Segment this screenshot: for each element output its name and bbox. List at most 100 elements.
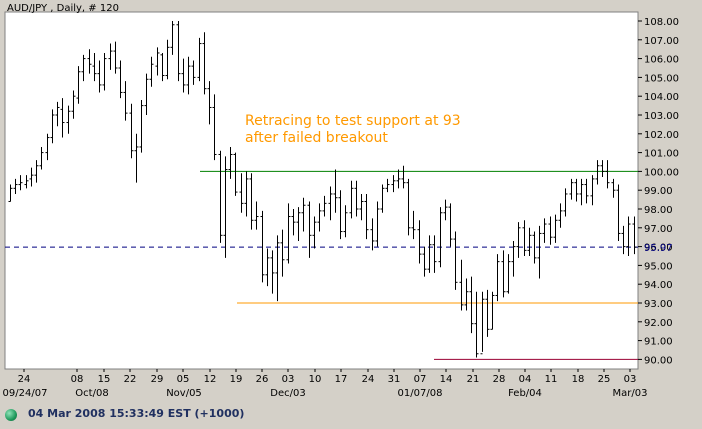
ohlc-bar: [18, 175, 23, 191]
x-tick-label: 28: [493, 374, 506, 385]
ohlc-bar: [87, 49, 92, 74]
ohlc-bar: [301, 197, 306, 232]
ohlc-bar: [249, 173, 254, 230]
x-tick-label: 11: [545, 374, 558, 385]
ohlc-bar: [527, 227, 532, 256]
ohlc-bar: [553, 214, 558, 243]
y-tick-label: 90.00: [644, 355, 673, 366]
chart-area[interactable]: AUD/JPY , Daily, # 120 90.00 91.00 92.00 93…: [0, 0, 702, 402]
x-period-label: Oct/08: [75, 388, 108, 399]
y-tick-label: 94.00: [644, 280, 673, 291]
chart-title: AUD/JPY , Daily, # 120: [7, 3, 119, 14]
ohlc-bar: [438, 207, 443, 268]
ohlc-bar: [260, 210, 265, 283]
y-tick-label: 105.00: [644, 73, 679, 84]
ohlc-bar: [343, 205, 348, 238]
x-tick-label: 21: [467, 374, 480, 385]
ohlc-bar: [307, 201, 312, 258]
x-tick-label: 26: [256, 374, 269, 385]
y-tick-label: 107.00: [644, 36, 679, 47]
ohlc-bar: [380, 184, 385, 213]
ohlc-bar: [97, 60, 102, 93]
ohlc-bar: [312, 216, 317, 249]
ohlc-bar: [66, 105, 71, 134]
ohlc-bar: [228, 146, 233, 179]
ohlc-bar: [291, 209, 296, 236]
y-tick-label: 100.00: [644, 167, 679, 178]
ohlc-bar: [605, 160, 610, 189]
x-tick-label: 03: [624, 374, 637, 385]
ohlc-bar: [265, 248, 270, 287]
ohlc-bar: [176, 21, 181, 82]
y-tick-label: 93.00: [644, 299, 673, 310]
ohlc-bar: [537, 225, 542, 279]
x-tick-label: 07: [414, 374, 427, 385]
ohlc-bar: [354, 180, 359, 217]
ohlc-bar: [406, 178, 411, 236]
x-tick-label: 14: [440, 374, 453, 385]
ohlc-bar: [76, 66, 81, 104]
ohlc-bar: [569, 178, 574, 200]
ohlc-bar: [123, 81, 128, 121]
ohlc-bar: [155, 47, 160, 76]
x-tick-label: 05: [177, 374, 190, 385]
x-tick-label: 12: [204, 374, 217, 385]
ohlc-bar: [333, 169, 338, 213]
y-tick-label: 103.00: [644, 111, 679, 122]
ohlc-bar: [149, 56, 154, 87]
ohlc-bar: [165, 39, 170, 80]
y-tick-label: 104.00: [644, 92, 679, 103]
ohlc-bar: [401, 165, 406, 189]
price-chart[interactable]: AUD/JPY , Daily, # 120 90.00 91.00 92.00 93…: [0, 0, 702, 402]
ohlc-bar: [574, 178, 579, 202]
ohlc-bar: [45, 133, 50, 161]
ohlc-bar: [616, 184, 621, 241]
ohlc-bar: [621, 225, 626, 255]
y-tick-label: 102.00: [644, 130, 679, 141]
ohlc-bar: [55, 101, 60, 127]
ohlc-bar: [506, 254, 511, 294]
x-period-label: Nov/05: [166, 388, 202, 399]
ohlc-bar: [134, 133, 139, 183]
y-tick-label: 92.00: [644, 318, 673, 329]
y-tick-label: 91.00: [644, 337, 673, 348]
ohlc-bar: [422, 246, 427, 277]
ohlc-bar: [563, 188, 568, 217]
ohlc-bar: [207, 81, 212, 125]
ohlc-bar: [385, 178, 390, 193]
y-tick-label: 106.00: [644, 55, 679, 66]
ohlc-bar: [118, 60, 123, 99]
ohlc-bar: [60, 98, 65, 138]
ohlc-bar: [24, 175, 29, 189]
ohlc-bar: [108, 43, 113, 70]
x-tick-label: 15: [98, 374, 111, 385]
ohlc-bar: [485, 289, 490, 337]
current-price-label: 95.97: [644, 243, 673, 254]
ohlc-bar: [286, 203, 291, 264]
x-tick-label: 10: [309, 374, 322, 385]
ohlc-bar: [191, 60, 196, 85]
ohlc-bars: [8, 21, 637, 358]
x-tick-label: 31: [388, 374, 401, 385]
ohlc-bar: [212, 94, 217, 161]
y-tick-label: 96.00: [644, 243, 673, 254]
y-tick-label: 95.00: [644, 261, 673, 272]
ohlc-bar: [427, 235, 432, 273]
ohlc-bar: [370, 218, 375, 251]
ohlc-bar: [453, 231, 458, 290]
x-tick-label: 25: [598, 374, 611, 385]
ohlc-bar: [244, 171, 249, 217]
ohlc-bar: [469, 276, 474, 334]
ohlc-bar: [144, 73, 149, 115]
ohlc-bar: [223, 156, 228, 258]
y-tick-label: 98.00: [644, 205, 673, 216]
x-axis: 24 08 15 22 29 05 12 19 26 03 10 17 24 31 07 14 21 28 04 11…: [3, 369, 647, 399]
y-tick-label: 97.00: [644, 224, 673, 235]
ohlc-bar: [480, 291, 485, 355]
ohlc-bar: [328, 186, 333, 221]
ohlc-bar: [417, 220, 422, 264]
ohlc-bar: [584, 178, 589, 204]
ohlc-bar: [375, 201, 380, 247]
ohlc-bar: [432, 235, 437, 273]
x-period-label: Feb/04: [508, 388, 542, 399]
